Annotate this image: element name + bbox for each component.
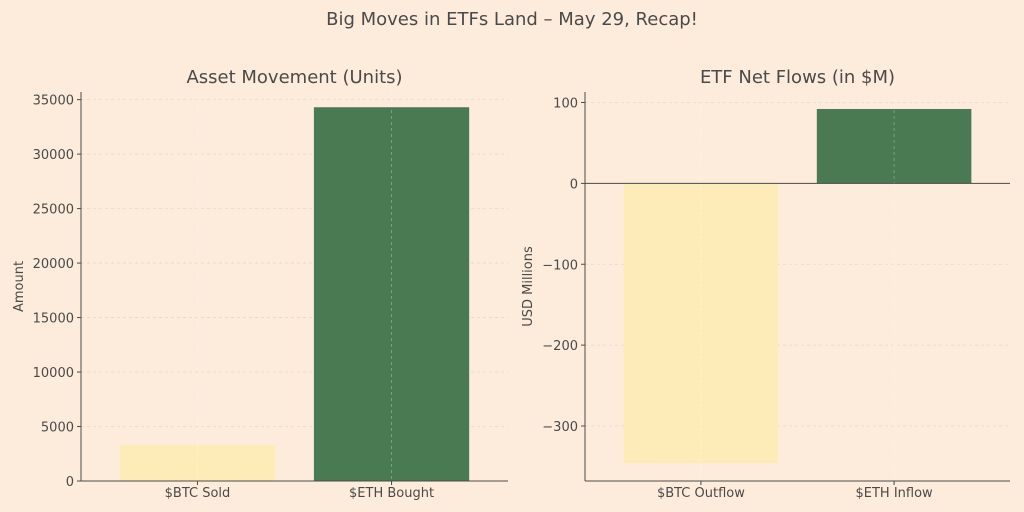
y-tick-label: 100 [553, 97, 578, 112]
x-tick-label: $BTC Outflow [657, 486, 745, 501]
x-tick-label: $ETH Bought [349, 486, 434, 501]
y-tick-label: 0 [66, 475, 74, 490]
y-tick-label: −100 [542, 258, 578, 273]
y-tick-label: 35000 [33, 94, 74, 109]
panel-asset-movement: 0 5000 10000 15000 20000 25000 30000 35000 $BTC … [12, 67, 508, 501]
chart-title: ETF Net Flows (in $M) [700, 67, 895, 88]
y-tick-label: 5000 [41, 421, 74, 436]
y-tick-label: 10000 [33, 366, 74, 381]
x-tick-label: $BTC Sold [165, 486, 231, 501]
y-tick-label: −200 [542, 339, 578, 354]
bar [623, 183, 779, 464]
x-tick-label: $ETH Inflow [855, 486, 933, 501]
chart-title: Asset Movement (Units) [186, 67, 402, 88]
y-axis-label: USD Millions [521, 246, 536, 327]
y-tick-label: −300 [542, 420, 578, 435]
bar [119, 445, 276, 481]
y-axis-label: Amount [12, 261, 27, 312]
figure-title: Big Moves in ETFs Land – May 29, Recap! [326, 9, 698, 30]
y-tick-label: 15000 [33, 312, 74, 327]
y-tick-label: 0 [570, 177, 578, 192]
y-tick-label: 20000 [33, 257, 74, 272]
bar [313, 107, 470, 481]
y-tick-label: 25000 [33, 203, 74, 218]
panel-etf-net-flows: −300 −200 −100 0 100 $BTC Outflow $ETH Inflow E… [521, 67, 1010, 501]
bar [816, 108, 972, 184]
y-tick-label: 30000 [33, 148, 74, 163]
